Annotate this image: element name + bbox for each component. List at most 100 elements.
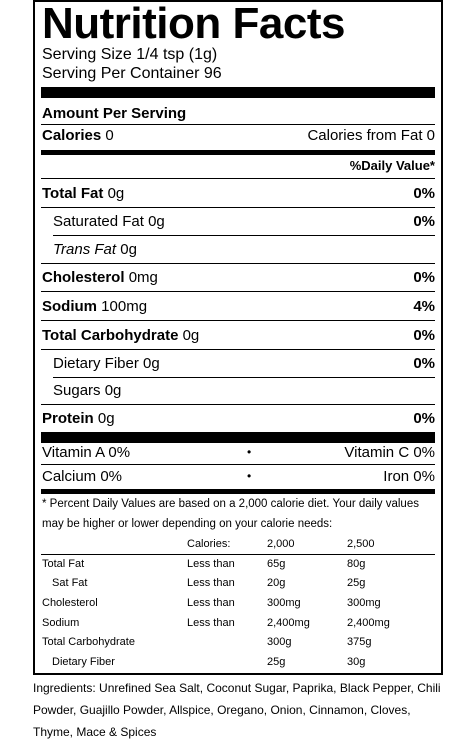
nutrition-label: Nutrition Facts Serving Size 1/4 tsp (1g… — [33, 0, 443, 675]
serving-size: Serving Size 1/4 tsp (1g) — [42, 46, 218, 63]
nutrient-line: Saturated Fat 0g — [53, 213, 165, 230]
ref-2000: 25g — [267, 656, 286, 668]
ref-nutrient: Cholesterol — [42, 597, 98, 609]
nutrient-dv: 0% — [413, 327, 435, 344]
nutrient-dv: 0% — [413, 355, 435, 372]
thick-divider — [41, 432, 435, 443]
nutrient-row-sugars: Sugars 0g — [42, 382, 435, 408]
nutrient-row-cholesterol: Cholesterol 0mg 0% — [42, 269, 435, 295]
ref-header-calories: Calories: — [187, 538, 231, 550]
divider — [41, 464, 435, 465]
ref-2500: 30g — [347, 656, 366, 668]
nutrient-amount: 0g — [97, 410, 115, 427]
nutrient-line: Dietary Fiber 0g — [53, 355, 160, 372]
daily-value-footnote: * Percent Daily Values are based on a 2,… — [42, 498, 419, 530]
ref-2500: 2,400mg — [347, 617, 390, 629]
calories-value: 0 — [105, 127, 114, 144]
divider — [41, 291, 435, 292]
nutrient-dv: 0% — [413, 185, 435, 202]
ref-2000: 20g — [267, 577, 286, 589]
divider — [41, 178, 435, 179]
calories-from-fat: Calories from Fat 0 — [307, 127, 435, 144]
nutrient-label: Dietary Fiber — [53, 355, 139, 372]
ref-2000: 2,400mg — [267, 617, 310, 629]
nutrient-amount: 100mg — [101, 298, 148, 315]
nutrient-line: Sugars 0g — [53, 382, 121, 399]
amount-per-serving: Amount Per Serving — [42, 105, 187, 122]
ref-header-2500: 2,500 — [347, 538, 375, 550]
bullet-separator: • — [247, 469, 252, 483]
nutrient-label: Total Fat — [42, 185, 104, 202]
ref-2000: 300g — [267, 636, 292, 648]
nutrient-label: Total Carbohydrate — [42, 327, 179, 344]
vitamin-a: Vitamin A 0% — [42, 444, 131, 461]
nutrient-label: Cholesterol — [42, 269, 125, 286]
nutrient-amount: 0g — [148, 213, 165, 230]
bullet-separator: • — [247, 445, 252, 459]
ref-header-2000: 2,000 — [267, 538, 295, 550]
nutrient-row-protein: Protein 0g 0% — [42, 410, 435, 436]
nutrient-label: Saturated Fat — [53, 213, 144, 230]
nutrient-amount: 0g — [182, 327, 200, 344]
nutrient-row-sodium: Sodium 100mg 4% — [42, 298, 435, 324]
divider — [41, 320, 435, 321]
label-title: Nutrition Facts — [42, 0, 345, 48]
ref-limit: Less than — [187, 558, 235, 570]
divider — [41, 263, 435, 264]
nutrient-label: Trans Fat — [53, 241, 117, 258]
divider — [41, 554, 435, 555]
ref-nutrient: Total Carbohydrate — [42, 636, 135, 648]
nutrient-amount: 0g — [107, 185, 125, 202]
nutrient-label: Protein — [42, 410, 94, 427]
nutrient-amount: 0mg — [128, 269, 158, 286]
ref-nutrient: Dietary Fiber — [52, 656, 115, 668]
nutrient-line: Trans Fat 0g — [53, 241, 137, 258]
daily-value-header: %Daily Value* — [349, 158, 435, 173]
nutrient-row-dietary-fiber: Dietary Fiber 0g 0% — [42, 355, 435, 381]
ref-limit: Less than — [187, 577, 235, 589]
vitamin-c: Vitamin C 0% — [344, 444, 435, 461]
nutrient-label: Sodium — [42, 298, 97, 315]
medium-divider — [41, 489, 435, 494]
nutrient-dv: 4% — [413, 298, 435, 315]
nutrient-label: Sugars — [53, 382, 101, 399]
divider — [41, 404, 435, 405]
nutrient-dv: 0% — [413, 213, 435, 230]
divider — [53, 235, 435, 236]
nutrient-amount: 0g — [143, 355, 160, 372]
ref-2500: 80g — [347, 558, 366, 570]
divider — [41, 207, 435, 208]
nutrient-row-total-fat: Total Fat 0g 0% — [42, 185, 435, 211]
nutrient-line: Cholesterol 0mg — [42, 269, 158, 286]
ref-limit: Less than — [187, 597, 235, 609]
iron: Iron 0% — [383, 468, 435, 485]
nutrient-line: Protein 0g — [42, 410, 115, 427]
nutrient-line: Total Fat 0g — [42, 185, 124, 202]
calories-line: Calories 0 — [42, 127, 114, 144]
ref-nutrient: Sodium — [42, 617, 80, 629]
vitamin-row-2: Calcium 0% • Iron 0% — [42, 468, 435, 494]
nutrient-row-total-carbohydrate: Total Carbohydrate 0g 0% — [42, 327, 435, 353]
nutrient-dv: 0% — [413, 269, 435, 286]
nutrient-row-trans-fat: Trans Fat 0g — [42, 241, 435, 267]
medium-divider — [41, 150, 435, 155]
ref-2000: 65g — [267, 558, 286, 570]
calories-row: Calories 0 Calories from Fat 0 — [42, 127, 435, 153]
calories-label: Calories — [42, 127, 102, 144]
nutrient-amount: 0g — [120, 241, 137, 258]
ref-2500: 375g — [347, 636, 372, 648]
nutrient-line: Sodium 100mg — [42, 298, 147, 315]
ingredients-text: Ingredients: Unrefined Sea Salt, Coconut… — [33, 681, 441, 739]
nutrient-line: Total Carbohydrate 0g — [42, 327, 199, 344]
ref-limit: Less than — [187, 617, 235, 629]
ref-2500: 25g — [347, 577, 366, 589]
vitamin-row-1: Vitamin A 0% • Vitamin C 0% — [42, 444, 435, 470]
ref-nutrient: Sat Fat — [52, 577, 88, 589]
ref-2000: 300mg — [267, 597, 301, 609]
divider — [53, 377, 435, 378]
nutrient-dv: 0% — [413, 410, 435, 427]
ref-2500: 300mg — [347, 597, 381, 609]
ref-nutrient: Total Fat — [42, 558, 85, 570]
divider — [41, 349, 435, 350]
servings-per-container: Serving Per Container 96 — [42, 65, 222, 82]
